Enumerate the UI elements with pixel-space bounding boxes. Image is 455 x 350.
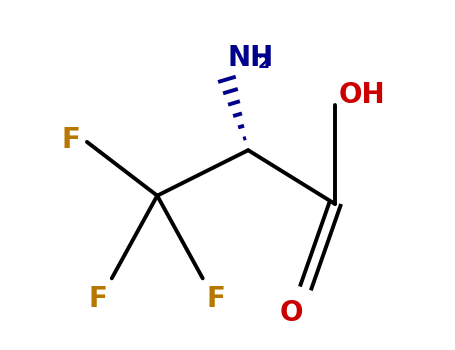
Text: 2: 2 — [258, 54, 270, 72]
Text: F: F — [207, 285, 226, 313]
Text: F: F — [89, 285, 108, 313]
Text: OH: OH — [339, 81, 386, 109]
Text: O: O — [279, 299, 303, 327]
Text: NH: NH — [228, 44, 274, 72]
Text: F: F — [61, 126, 81, 154]
